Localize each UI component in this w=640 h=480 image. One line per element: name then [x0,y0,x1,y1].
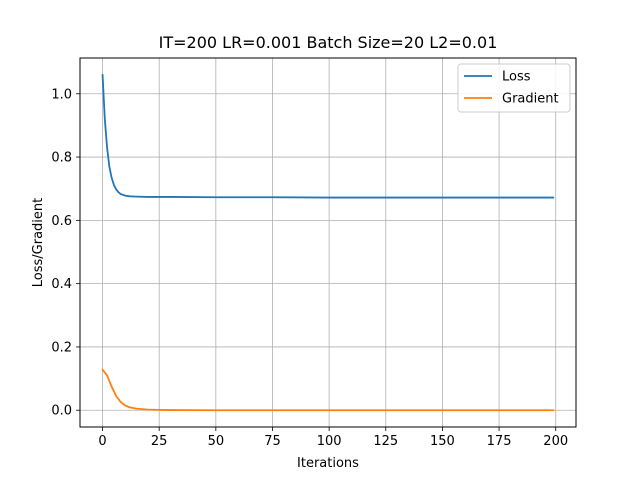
plot-frame [79,57,577,428]
x-tick-label: 50 [208,434,225,449]
x-tick-label: 75 [264,434,281,449]
y-axis-label: Loss/Gradient [31,198,46,287]
y-tick-label: 0.4 [51,277,72,292]
x-tick-label: 125 [373,434,398,449]
tick-layer: 0 25 50 75 100 125 150 175 200 0.0 0.2 0.4 0.6 0.8 1.0 [51,87,568,449]
y-tick-label: 0.8 [51,151,72,166]
x-axis-label: Iterations [297,456,359,471]
legend-label-loss: Loss [502,70,531,85]
y-tick-label: 0.6 [51,214,72,229]
y-tick-label: 0.2 [51,340,72,355]
x-tick-label: 200 [543,434,568,449]
y-tick-label: 0.0 [51,404,72,419]
x-tick-label: 25 [151,434,168,449]
series-line-gradient [101,368,555,412]
x-tick-label: 100 [317,434,342,449]
x-tick-label: 0 [98,434,106,449]
x-tick-label: 150 [430,434,455,449]
chart-title: IT=200 LR=0.001 Batch Size=20 L2=0.01 [159,33,498,52]
series-line-loss [101,73,555,199]
legend: Loss Gradient [457,63,571,113]
y-tick-label: 1.0 [51,87,72,102]
legend-label-gradient: Gradient [502,92,559,107]
x-tick-label: 175 [487,434,512,449]
series-layer [101,73,555,412]
